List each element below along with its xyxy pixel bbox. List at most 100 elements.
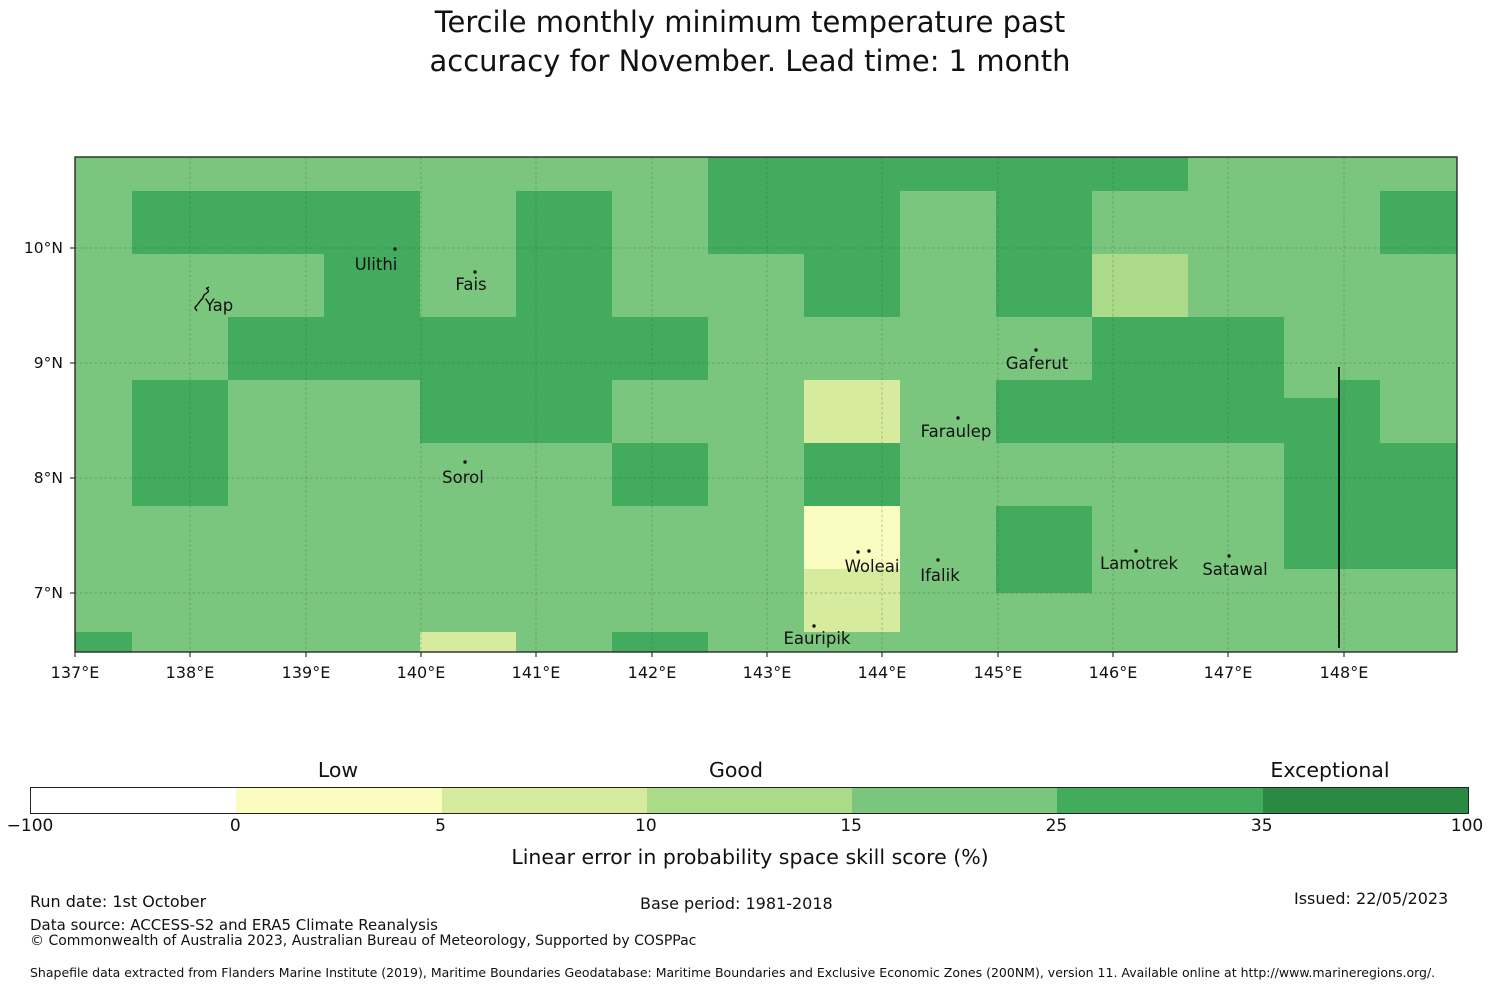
map-cell [1188,569,1284,632]
map-cell [75,157,132,191]
x-tick-label: 145°E [973,663,1023,682]
map-cell [804,632,900,652]
map-cell [228,632,324,652]
map-cell [1092,317,1188,380]
map-cell [75,506,132,569]
map-cell [612,632,708,652]
map-cell [1092,191,1188,254]
map-cell [1284,157,1380,191]
map-cell [1284,254,1380,317]
map-cell [516,317,612,380]
map-cell [1092,157,1188,191]
map-cell [900,157,996,191]
map-cell [708,191,804,254]
colorbar-segment [852,788,1058,813]
place-label-lamotrek: Lamotrek [1100,554,1179,573]
map: Yap Ulithi Fais Sorol Gaferut Faraulep Woleai I… [70,156,1458,657]
map-cell [132,254,228,317]
map-cell [1092,632,1188,652]
map-cell [612,443,708,506]
map-cell [1380,191,1457,254]
map-cell [804,443,900,506]
map-cell [75,254,132,317]
map-cell [420,380,516,443]
fais-atoll-dot [473,270,477,274]
map-cell [132,632,228,652]
map-cell [324,317,420,380]
map-cell [324,443,420,506]
map-cell [516,632,612,652]
map-cell [708,380,804,443]
colorbar-tick-label: −100 [6,816,54,836]
map-cell [612,506,708,569]
map-cell [1284,506,1380,569]
map-cell [75,191,132,254]
map-cell [324,380,420,443]
colorbar-region-label-good: Good [709,758,763,782]
colorbar-tick-label: 100 [1450,816,1484,836]
x-tick-label: 140°E [396,663,446,682]
map-cell [516,443,612,506]
map-cell [516,191,612,254]
map-cell [1380,157,1457,191]
map-cell [132,506,228,569]
map-cell [420,317,516,380]
map-cell [228,317,324,380]
map-cell [1380,254,1457,317]
map-cell [804,380,900,443]
map-cell [75,443,132,506]
ulithi-atoll-dot [393,247,397,251]
colorbar-segment [441,788,647,813]
map-cell [75,632,132,652]
map-cell [612,317,708,380]
place-label-yap: Yap [204,296,233,315]
map-cell [612,569,708,632]
faraulep-atoll-dot [956,416,960,420]
x-tick-label: 148°E [1319,663,1369,682]
map-cell [324,191,420,254]
map-cell [804,317,900,380]
map-cell [900,380,996,443]
colorbar-title: Linear error in probability space skill … [511,845,989,869]
run-date-text: Run date: 1st October [30,892,207,911]
map-cell-override [1284,380,1340,398]
map-cell [900,317,996,380]
chart-title-line1: Tercile monthly minimum temperature past [434,5,1066,39]
map-cell [1188,632,1284,652]
map-cell [1188,191,1284,254]
woleai-atoll-dot [856,550,860,554]
map-cell [996,157,1092,191]
place-label-woleai: Woleai [845,557,900,576]
map-cell [900,191,996,254]
colorbar [30,787,1469,814]
x-tick-label: 139°E [281,663,331,682]
map-cell [420,157,516,191]
map-cell [1380,443,1457,506]
map-cell [132,443,228,506]
colorbar-segment [1057,788,1263,813]
place-label-fais: Fais [455,275,486,294]
map-cell [1380,569,1457,632]
map-cell [1284,443,1380,506]
map-cell [1092,254,1188,317]
map-cell [708,506,804,569]
x-tick-label: 144°E [857,663,907,682]
map-cell [75,317,132,380]
colorbar-tick-label: 5 [435,816,446,836]
x-tick-label: 146°E [1088,663,1138,682]
map-cell [1188,380,1284,443]
map-cell [804,254,900,317]
map-cell [612,254,708,317]
satawal-atoll-dot [1227,554,1231,558]
y-tick-label: 9°N [33,354,63,372]
map-cell [324,632,420,652]
map-cell [132,191,228,254]
map-cell [516,254,612,317]
map-cell [228,443,324,506]
map-cell [420,632,516,652]
colorbar-tick-label: 25 [1045,816,1068,836]
gaferut-atoll-dot [1034,348,1038,352]
map-cell [900,506,996,569]
map-cell [420,569,516,632]
